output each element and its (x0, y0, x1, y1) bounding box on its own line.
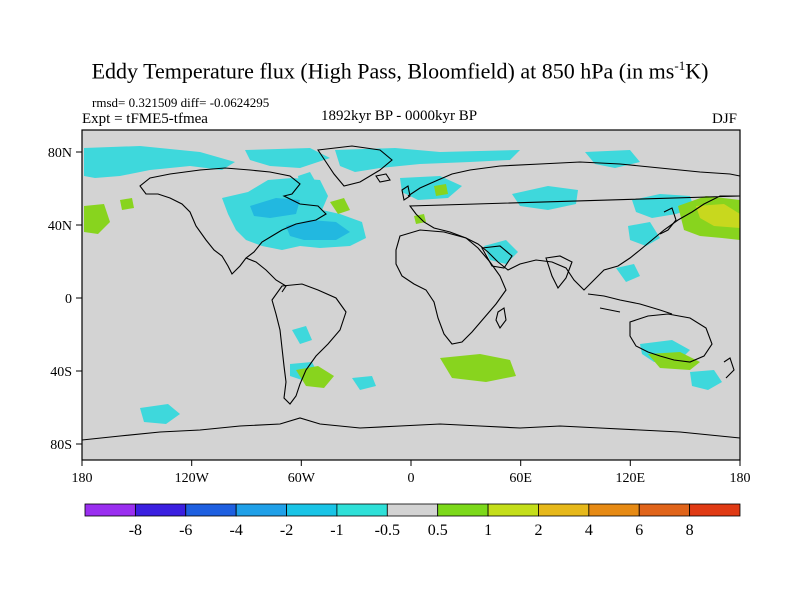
south-atlantic-midlat-region (440, 354, 516, 382)
lat-label-40s: 40S (50, 365, 72, 380)
colorbar-box (84, 503, 136, 517)
greenland-sea-region (298, 172, 318, 196)
south-pacific-region (140, 404, 180, 424)
coastlines (82, 145, 740, 441)
middle-east-region (484, 240, 518, 264)
stats-text: rmsd= 0.321509 diff= -0.0624295 (92, 95, 270, 110)
strong-positive-cores (696, 204, 740, 228)
colorbar-box (235, 503, 287, 517)
lat-label-40n: 40N (48, 219, 72, 234)
antarctica-coast (82, 417, 740, 441)
indonesia-coast (587, 293, 673, 315)
plot-title: Eddy Temperature flux (High Pass, Bloomf… (0, 58, 800, 84)
lon-label-120e: 120E (616, 471, 646, 486)
strong-negative-cores (250, 198, 350, 240)
madagascar-coast (495, 307, 507, 330)
lon-label-180w: 180 (72, 471, 93, 486)
colorbar-label: -2 (280, 522, 293, 539)
arctic-atlantic-band (335, 148, 520, 172)
eurasia-coast (407, 161, 740, 291)
japan-coast (659, 207, 677, 235)
colorbar-box (286, 503, 338, 517)
experiment-label: Expt = tFME5-tfmea (82, 111, 208, 127)
africa-coast (395, 229, 507, 345)
lon-label-60w: 60W (288, 471, 316, 486)
east-asia-region (632, 194, 694, 218)
lon-label-60e: 60E (509, 471, 532, 486)
lat-label-80s: 80S (50, 438, 72, 453)
lat-label-0: 0 (65, 292, 72, 307)
central-america-coast (245, 257, 287, 293)
title-superscript: -1 (674, 58, 686, 73)
northwest-pacific-core (696, 204, 740, 228)
colorbar-label: -8 (129, 522, 142, 539)
colorbar-box (134, 503, 187, 517)
north-pacific-east-region (84, 204, 110, 234)
colorbar-box (689, 503, 741, 517)
colorbar-label: 8 (686, 522, 694, 539)
greenland-coast (317, 145, 393, 187)
arctic-siberia-band (585, 150, 640, 168)
south-atlantic-small-region (352, 376, 376, 390)
tasman-region (690, 370, 722, 390)
colorbar-label: 0.5 (428, 522, 448, 539)
title-tail: K) (685, 58, 709, 84)
southern-america-region (292, 326, 312, 344)
lon-label-180e: 180 (730, 471, 751, 486)
north-america-core (250, 198, 300, 218)
title-main: Eddy Temperature flux (High Pass, Bloomf… (91, 58, 675, 84)
colorbar-box (538, 503, 590, 517)
uk-coast (401, 185, 411, 201)
season-label: DJF (712, 111, 738, 127)
southeast-asia-region (616, 264, 640, 282)
colorbar: -8 -6 -4 -2 -1 -0.5 0.5 1 2 4 6 8 (84, 503, 741, 539)
new-zealand-coast (723, 357, 735, 379)
pacific-small-region (120, 198, 134, 210)
lon-label-120w: 120W (175, 471, 210, 486)
iceland-coast (375, 173, 391, 183)
atlantic-core (286, 220, 350, 240)
colorbar-box (336, 503, 388, 517)
colorbar-label: -0.5 (375, 522, 400, 539)
lat-label-80n: 80N (48, 146, 72, 161)
australia-coast (629, 313, 713, 363)
colorbar-box (588, 503, 640, 517)
colorbar-label: 2 (534, 522, 542, 539)
colorbar-label: -6 (179, 522, 192, 539)
arctic-canada-band (245, 148, 330, 168)
colorbar-label: -4 (229, 522, 242, 539)
europe-small-region (434, 184, 448, 196)
colorbar-label: 6 (635, 522, 643, 539)
arabia-coast (481, 245, 513, 269)
longitude-axis: 180 120W 60W 0 60E 120E 180 (72, 460, 751, 486)
central-asia-region (512, 186, 578, 210)
colorbar-box (185, 503, 237, 517)
lon-label-0: 0 (408, 471, 415, 486)
latitude-axis: 80N 40N 0 40S 80S (48, 146, 82, 453)
arctic-pacific-band (84, 146, 235, 178)
colorbar-box (638, 503, 691, 517)
colorbar-label: 1 (484, 522, 492, 539)
colorbar-label: -1 (330, 522, 343, 539)
south-america-coast (271, 283, 347, 405)
colorbar-box (386, 503, 439, 517)
anomaly-field (84, 146, 740, 424)
india-coast (545, 255, 573, 290)
colorbar-label: 4 (585, 522, 593, 539)
colorbar-box (487, 503, 539, 517)
colorbar-box (437, 503, 489, 517)
north-america-coast (139, 167, 327, 275)
atlantic-small-region (330, 198, 350, 214)
period-label: 1892kyr BP - 0000kyr BP (321, 108, 478, 124)
